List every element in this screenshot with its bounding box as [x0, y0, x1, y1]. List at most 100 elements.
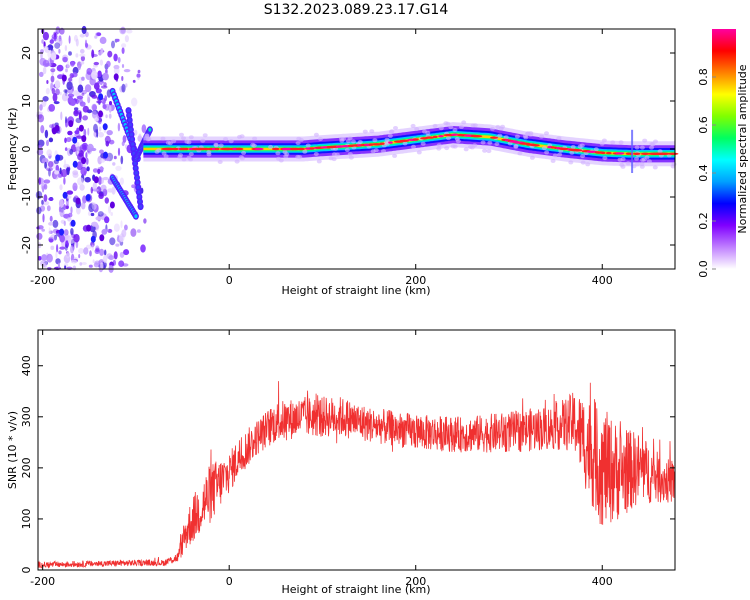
heatmap-cell — [179, 132, 184, 137]
heatmap-cell — [43, 194, 48, 202]
heatmap-cell — [305, 143, 311, 148]
heatmap-cell — [63, 159, 67, 167]
heatmap-cell — [605, 151, 612, 155]
heatmap-cell — [102, 72, 109, 81]
heatmap-cell — [76, 135, 83, 139]
heatmap-cell — [223, 137, 229, 142]
y-tick-label: 10 — [20, 94, 33, 108]
heatmap-cell — [83, 247, 89, 255]
heatmap-cell — [128, 118, 132, 123]
heatmap-cell — [117, 57, 121, 64]
heatmap-cell — [218, 143, 224, 148]
heatmap-cell — [86, 166, 90, 172]
heatmap-cell — [544, 150, 550, 155]
heatmap-cell — [111, 40, 115, 49]
heatmap-cell — [163, 154, 169, 159]
heatmap-cell — [102, 228, 109, 233]
heatmap-cell — [134, 214, 138, 219]
snr-y-ticks: 0 100 200 300 400 — [20, 355, 675, 574]
heatmap-cell — [313, 152, 319, 156]
heatmap-cell — [60, 111, 63, 121]
heatmap-cell — [284, 152, 290, 157]
heatmap-cell — [544, 131, 549, 136]
heatmap-cell — [67, 217, 72, 222]
heatmap-cell — [85, 42, 89, 48]
heatmap-cell — [585, 162, 591, 167]
heatmap-cell — [490, 136, 499, 139]
heatmap-cell — [55, 251, 58, 259]
heatmap-cell — [109, 201, 115, 209]
heatmap-cell — [92, 104, 97, 111]
heatmap-cell — [373, 148, 379, 153]
heatmap-cell — [184, 147, 189, 151]
heatmap-cell — [119, 27, 127, 35]
heatmap-cell — [379, 142, 385, 145]
heatmap-cell — [81, 262, 87, 265]
heatmap-cell — [86, 157, 89, 165]
heatmap-cell — [393, 126, 398, 130]
heatmap-cell — [70, 259, 78, 264]
heatmap-cell — [99, 149, 104, 154]
heatmap-cell — [38, 177, 41, 186]
colorbar: 0.0 0.2 0.4 0.6 0.8 Normalized spectral ampl… — [697, 29, 749, 278]
heatmap-cell — [116, 38, 120, 42]
colorbar-label: Normalized spectral amplitude — [736, 64, 749, 233]
heatmap-cell — [48, 104, 55, 112]
heatmap-cell — [68, 77, 73, 82]
heatmap-cell — [134, 171, 138, 175]
heatmap-cell — [657, 149, 663, 154]
heatmap-cell — [137, 195, 141, 199]
heatmap-cell — [432, 123, 438, 128]
heatmap-cell — [235, 147, 244, 151]
heatmap-cell — [128, 123, 132, 127]
heatmap-cell — [432, 135, 438, 139]
heatmap-cell — [550, 158, 556, 163]
heatmap-cell — [171, 139, 177, 144]
heatmap-cell — [97, 70, 102, 78]
heatmap-cell — [117, 122, 121, 132]
heatmap-cell — [118, 260, 125, 268]
heatmap-cell — [132, 79, 136, 83]
heatmap-cell — [70, 61, 75, 67]
heatmap-cell — [110, 212, 113, 216]
heatmap-cell — [165, 140, 171, 145]
heatmap-cell — [557, 152, 563, 157]
heatmap-cell — [388, 141, 393, 144]
heatmap-cell — [66, 137, 72, 143]
heatmap-cell — [600, 151, 606, 155]
heatmap-cell — [646, 159, 652, 164]
heatmap-cell — [59, 228, 65, 236]
heatmap-cell — [65, 116, 67, 124]
heatmap-cell — [102, 104, 107, 110]
heatmap-cell — [39, 71, 44, 77]
heatmap-cell — [331, 157, 337, 162]
x-tick-label: 400 — [592, 575, 613, 588]
heatmap-cell — [40, 125, 45, 134]
heatmap-cell — [54, 170, 60, 175]
snr-series — [37, 381, 676, 569]
heatmap-cell — [87, 143, 94, 152]
heatmap-cell — [54, 124, 60, 132]
heatmap-cell — [131, 142, 135, 147]
heatmap-cell — [108, 255, 115, 261]
heatmap-cell — [634, 145, 640, 150]
heatmap-cell — [36, 111, 44, 115]
heatmap-cell — [63, 89, 68, 93]
heatmap-cell — [137, 69, 141, 74]
heatmap-cell — [58, 206, 62, 213]
heatmap-cell — [371, 143, 383, 146]
heatmap-cell — [558, 147, 570, 151]
heatmap-cell — [89, 250, 92, 257]
heatmap-cell — [134, 166, 138, 171]
heatmap-cell — [90, 212, 95, 217]
heatmap-cell — [58, 250, 62, 255]
heatmap-cell — [178, 153, 183, 158]
heatmap-cell — [350, 139, 356, 144]
heatmap-cell — [81, 25, 87, 35]
y-tick-label: 20 — [20, 46, 33, 60]
heatmap-cell — [610, 140, 616, 145]
heatmap-cell — [570, 144, 576, 149]
heatmap-cell — [271, 147, 280, 151]
heatmap-cell — [539, 134, 544, 139]
